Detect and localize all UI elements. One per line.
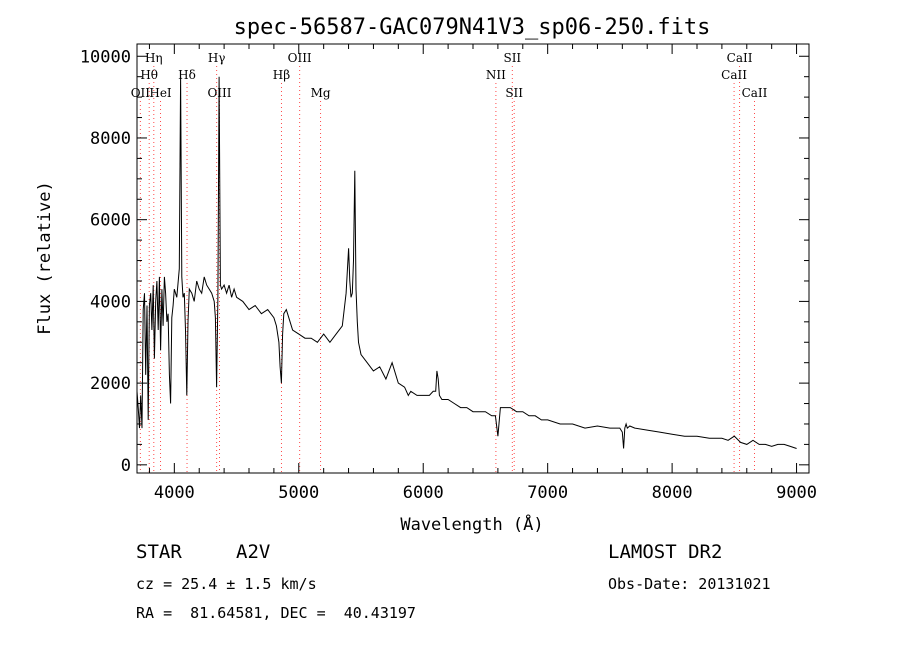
spectrum-line: [136, 76, 797, 449]
line-label: Hβ: [273, 68, 290, 82]
line-label: SII: [503, 51, 521, 65]
object-type: STAR: [136, 541, 182, 563]
line-label: Hθ: [140, 68, 158, 82]
line-label: Hγ: [208, 51, 226, 65]
y-axis: 0 2000 4000 6000 8000 10000: [80, 47, 809, 476]
line-label: HeI: [149, 86, 172, 100]
line-label: Mg: [311, 86, 331, 100]
y-tick-label: 8000: [90, 129, 131, 149]
line-label: CaII: [742, 86, 768, 100]
line-label: CaII: [727, 51, 753, 65]
x-tick-label: 8000: [652, 483, 693, 503]
chart-title: spec-56587-GAC079N41V3_sp06-250.fits: [234, 15, 711, 40]
plot-frame: [136, 43, 810, 474]
x-tick-label: 5000: [278, 483, 319, 503]
survey-name: LAMOST DR2: [608, 541, 723, 563]
y-tick-label: 2000: [90, 374, 131, 394]
y-tick-label: 10000: [80, 47, 131, 67]
y-tick-label: 4000: [90, 292, 131, 312]
y-tick-label: 0: [121, 456, 131, 476]
x-axis: 4000 5000 6000 7000 8000 9000: [148, 44, 817, 503]
line-label: OIII: [288, 51, 312, 65]
redshift-velocity: cz = 25.4 ± 1.5 km/s: [136, 575, 317, 593]
line-label: CaII: [721, 68, 747, 82]
line-label: SII: [505, 86, 523, 100]
observation-date: Obs-Date: 20131021: [608, 575, 771, 593]
line-label: Hη: [145, 51, 163, 65]
line-label: Hδ: [178, 68, 196, 82]
x-axis-label: Wavelength (Å): [400, 513, 543, 535]
x-tick-label: 6000: [403, 483, 444, 503]
object-subclass: A2V: [236, 541, 271, 563]
line-label: OII: [131, 86, 151, 100]
x-tick-label: 9000: [776, 483, 817, 503]
x-tick-label: 7000: [527, 483, 568, 503]
y-tick-label: 6000: [90, 211, 131, 231]
spectral-line-markers: [139, 66, 755, 473]
ra-dec-coordinates: RA = 81.64581, DEC = 40.43197: [136, 604, 416, 622]
line-label: NII: [486, 68, 506, 82]
x-tick-label: 4000: [154, 483, 195, 503]
y-axis-label: Flux (relative): [35, 181, 55, 335]
